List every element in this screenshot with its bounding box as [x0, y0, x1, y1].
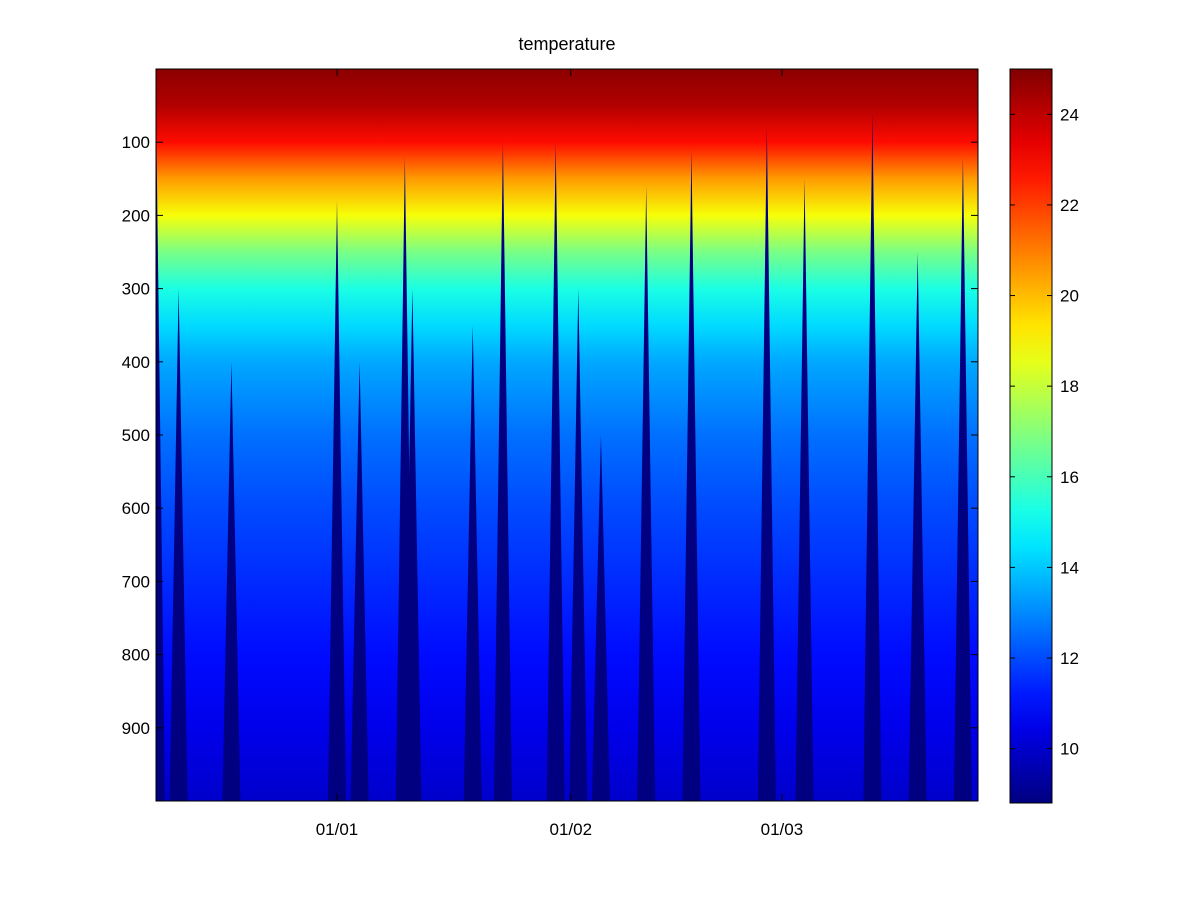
- data-gap-17: [863, 112, 882, 801]
- y-tick-label: 300: [122, 280, 150, 299]
- y-tick-label: 400: [122, 353, 150, 372]
- y-axis: 100 200 300 400 500 600 700 800 900: [122, 133, 978, 738]
- data-gap-4: [327, 200, 346, 801]
- data-gap-1: [156, 105, 165, 801]
- y-tick-label: 200: [122, 206, 150, 225]
- temperature-field: [156, 69, 978, 801]
- x-axis: 01/01 01/02 01/03: [316, 69, 803, 839]
- y-tick-label: 700: [122, 572, 150, 591]
- data-gap-14: [682, 149, 701, 801]
- data-gap-11: [569, 288, 588, 801]
- data-gap-10: [546, 142, 565, 801]
- data-gap-13: [637, 186, 656, 801]
- y-tick-label: 900: [122, 719, 150, 738]
- data-gap-5: [350, 361, 369, 801]
- x-tick-label: 01/01: [316, 820, 359, 839]
- colorbar: [1009, 68, 1053, 804]
- data-gap-7: [403, 288, 422, 801]
- colorbar-tick-label: 22: [1060, 196, 1079, 215]
- data-gap-15: [757, 127, 776, 801]
- y-tick-label: 600: [122, 499, 150, 518]
- data-gap-8: [463, 325, 482, 801]
- x-tick-label: 01/03: [761, 820, 804, 839]
- data-gap-12: [591, 435, 610, 801]
- heatmap-plot-area: [156, 69, 978, 801]
- colorbar-axis: 10 12 14 16 18 20 22 24: [1010, 105, 1079, 759]
- colorbar-tick-label: 18: [1060, 377, 1079, 396]
- data-gap-18: [908, 252, 927, 801]
- data-gap-19: [953, 156, 972, 801]
- data-gap-3: [222, 361, 241, 801]
- data-gap-16: [795, 178, 814, 801]
- colorbar-tick-label: 12: [1060, 649, 1079, 668]
- colorbar-tick-label: 24: [1060, 105, 1079, 124]
- y-tick-label: 100: [122, 133, 150, 152]
- colorbar-tick-label: 14: [1060, 558, 1079, 577]
- data-gaps: [156, 105, 972, 801]
- x-tick-label: 01/02: [549, 820, 592, 839]
- colorbar-tick-label: 20: [1060, 287, 1079, 306]
- data-gap-9: [493, 142, 512, 801]
- y-tick-label: 800: [122, 646, 150, 665]
- chart-title: temperature: [518, 34, 615, 54]
- y-tick-label: 500: [122, 426, 150, 445]
- colorbar-tick-label: 10: [1060, 740, 1079, 759]
- colorbar-tick-label: 16: [1060, 468, 1079, 487]
- data-gap-2: [169, 288, 188, 801]
